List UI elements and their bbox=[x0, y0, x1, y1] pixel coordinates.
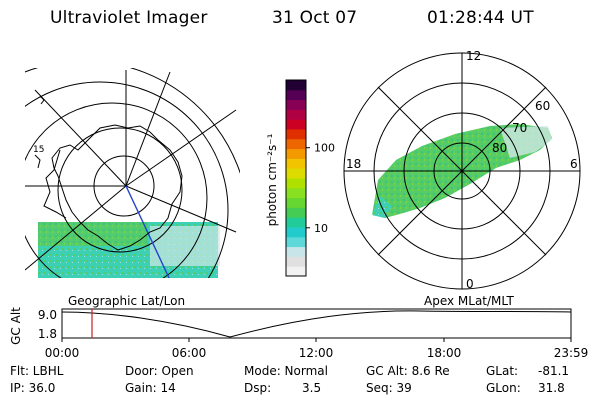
info-glat-value: -81.1 bbox=[538, 364, 570, 378]
colorbar-tick-label: 10 bbox=[314, 222, 328, 235]
info-glat-label: GLat: bbox=[486, 364, 519, 378]
colorbar-unit-label: photon cm⁻²s⁻¹ bbox=[265, 133, 279, 226]
colorbar-swatch bbox=[286, 129, 306, 140]
timeline-y-tick-max: 9.0 bbox=[38, 308, 57, 322]
right-map-label: Apex MLat/MLT bbox=[424, 294, 514, 308]
info-dsp-value: 3.5 bbox=[302, 381, 322, 395]
colorbar-swatch bbox=[286, 266, 306, 277]
colorbar-swatch bbox=[286, 99, 306, 110]
colorbar-frame bbox=[285, 79, 307, 277]
mlat-label-60: 60 bbox=[535, 99, 550, 113]
mlt-label-0: 0 bbox=[466, 277, 474, 291]
mlat-label-80: 80 bbox=[492, 141, 507, 155]
info-gain: Gain: 14 bbox=[125, 381, 176, 395]
info-ip: IP: 36.0 bbox=[10, 381, 56, 395]
longitude-lines bbox=[25, 70, 237, 271]
colorbar-swatch bbox=[286, 256, 306, 267]
timeline-frame bbox=[61, 308, 572, 339]
antarctica-coastline bbox=[51, 124, 183, 251]
colorbar-swatch bbox=[286, 236, 306, 248]
colorbar-swatch bbox=[286, 207, 306, 218]
info-dsp-label: Dsp: bbox=[244, 381, 272, 395]
colorbar-swatch bbox=[286, 158, 306, 169]
timeline-y-tick-min: 1.8 bbox=[38, 327, 57, 341]
aurora-oval-faint bbox=[500, 126, 552, 158]
timeline-y-label: GC Alt bbox=[9, 307, 23, 345]
colorbar-ticks: 10 100 bbox=[306, 142, 335, 235]
coast-label: 15 bbox=[33, 145, 44, 155]
colorbar-swatch bbox=[286, 89, 306, 101]
aurora-emission-bright bbox=[38, 222, 148, 246]
orbit-timeline bbox=[61, 308, 572, 342]
colorbar-swatch bbox=[286, 246, 306, 257]
colorbar-swatch bbox=[286, 119, 306, 130]
info-filter: Flt: LBHL bbox=[10, 364, 64, 378]
timeline-x-tick-1800: 18:00 bbox=[427, 346, 462, 360]
colorbar-swatch bbox=[286, 178, 306, 189]
colorbar-swatch bbox=[286, 148, 306, 159]
colorbar-swatch bbox=[286, 197, 306, 208]
info-glon-label: GLon: bbox=[486, 381, 521, 395]
colorbar-swatch bbox=[286, 138, 306, 150]
left-map-label: Geographic Lat/Lon bbox=[68, 294, 186, 308]
colorbar-swatch bbox=[286, 168, 306, 179]
info-seq: Seq: 39 bbox=[366, 381, 412, 395]
colorbar-swatch bbox=[286, 187, 306, 199]
colorbar-swatch bbox=[286, 80, 306, 91]
timeline-x-tick-0000: 00:00 bbox=[45, 346, 80, 360]
island-outline bbox=[39, 95, 45, 105]
geographic-map bbox=[25, 68, 240, 278]
colorbar-swatch bbox=[286, 217, 306, 228]
timeline-x-tick-1200: 12:00 bbox=[299, 346, 334, 360]
altitude-curve bbox=[61, 310, 572, 338]
colorbar-swatch bbox=[286, 109, 306, 120]
info-door: Door: Open bbox=[125, 364, 194, 378]
coast-fragment bbox=[34, 154, 41, 169]
mlt-meridians bbox=[344, 53, 580, 289]
mlt-label-12: 12 bbox=[466, 49, 481, 63]
antarctic-peninsula bbox=[43, 149, 67, 219]
colorbar bbox=[285, 79, 307, 277]
mlat-label-70: 70 bbox=[512, 121, 527, 135]
imager-title: Ultraviolet Imager bbox=[50, 8, 208, 28]
info-glon-value: 31.8 bbox=[538, 381, 565, 395]
colorbar-swatch bbox=[286, 227, 306, 238]
timeline-x-tick-0600: 06:00 bbox=[172, 346, 207, 360]
colorbar-tick-label: 100 bbox=[314, 142, 335, 155]
mlt-label-18: 18 bbox=[346, 157, 361, 171]
timeline-x-tick-2359: 23:59 bbox=[554, 346, 589, 360]
header-date: 31 Oct 07 bbox=[272, 8, 358, 28]
header-time: 01:28:44 UT bbox=[427, 8, 534, 28]
info-mode: Mode: Normal bbox=[244, 364, 328, 378]
magnetic-polar-map bbox=[343, 52, 581, 290]
info-gc-alt: GC Alt: 8.6 Re bbox=[366, 364, 450, 378]
mlt-label-6: 6 bbox=[570, 157, 578, 171]
timeline-ticks bbox=[61, 338, 572, 342]
